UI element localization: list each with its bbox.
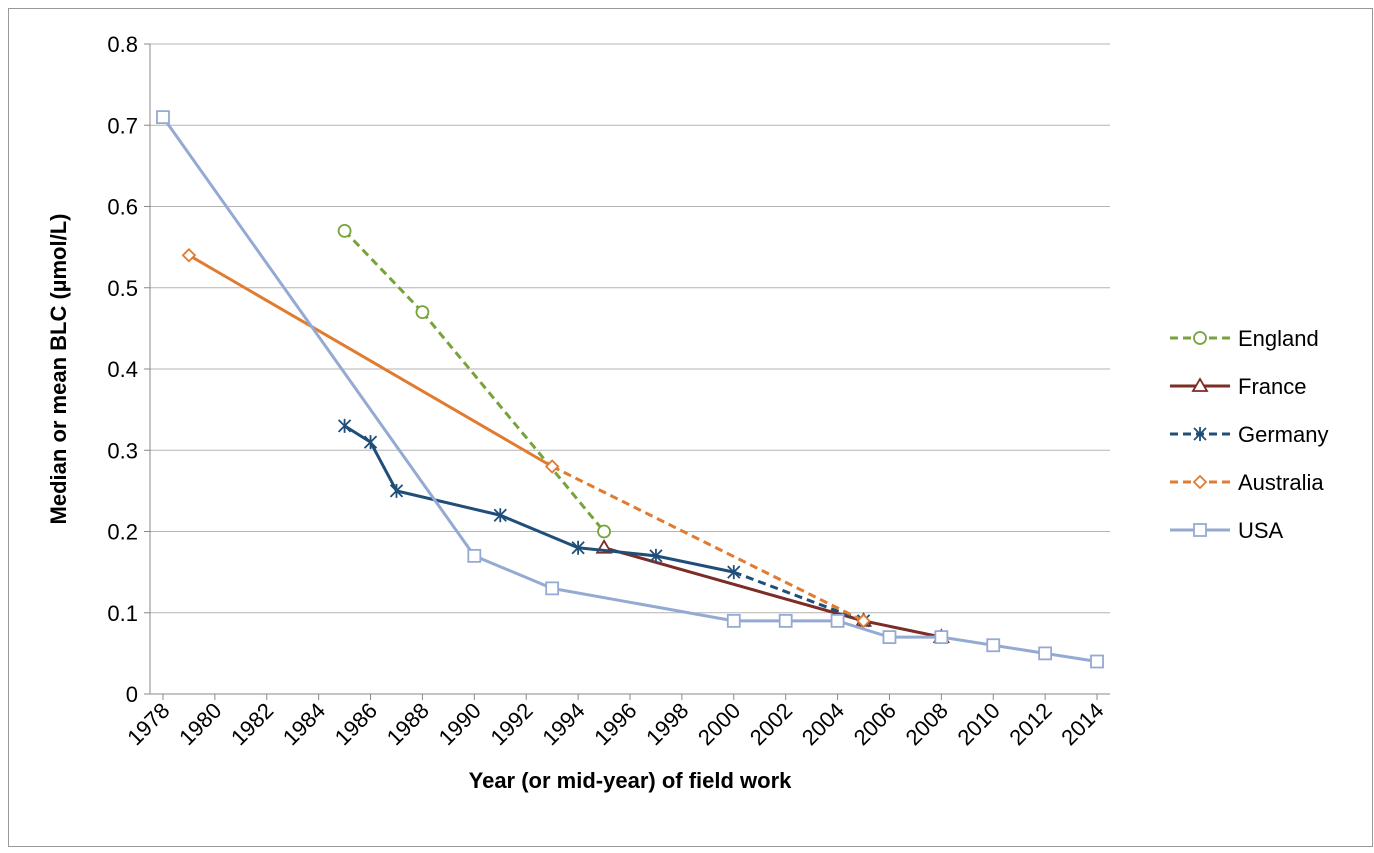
marker bbox=[571, 540, 585, 555]
legend-label: Australia bbox=[1238, 470, 1324, 495]
y-tick-label: 0.1 bbox=[107, 601, 138, 626]
y-tick-label: 0.4 bbox=[107, 357, 138, 382]
y-tick-label: 0 bbox=[126, 682, 138, 707]
marker bbox=[1038, 646, 1053, 661]
line-segment bbox=[499, 513, 579, 550]
chart-border bbox=[8, 8, 1373, 847]
line-segment bbox=[551, 465, 865, 623]
line-segment bbox=[837, 619, 890, 639]
marker bbox=[544, 459, 560, 474]
y-tick-label: 0.5 bbox=[107, 276, 138, 301]
marker bbox=[181, 247, 197, 263]
line-segment bbox=[343, 424, 372, 444]
line-segment bbox=[343, 229, 424, 314]
line-segment bbox=[993, 643, 1046, 655]
legend-label: Germany bbox=[1238, 422, 1328, 447]
marker bbox=[1193, 331, 1207, 345]
line-segment bbox=[369, 441, 398, 492]
line-segment bbox=[577, 546, 657, 558]
marker bbox=[493, 508, 507, 523]
marker bbox=[882, 630, 897, 645]
marker bbox=[726, 613, 741, 628]
marker bbox=[778, 613, 793, 628]
legend-label: France bbox=[1238, 374, 1306, 399]
marker bbox=[934, 630, 949, 645]
marker bbox=[856, 613, 871, 629]
marker bbox=[545, 581, 560, 596]
line-segment bbox=[473, 554, 553, 590]
marker bbox=[830, 613, 845, 628]
marker bbox=[1193, 427, 1207, 441]
line-segment bbox=[396, 489, 501, 517]
y-tick-label: 0.8 bbox=[107, 32, 138, 57]
line-segment bbox=[863, 619, 942, 639]
y-tick-label: 0.3 bbox=[107, 438, 138, 463]
marker bbox=[415, 305, 430, 320]
marker bbox=[1193, 523, 1207, 537]
line-segment bbox=[941, 635, 994, 647]
y-tick-label: 0.7 bbox=[107, 113, 138, 138]
y-tick-label: 0.6 bbox=[107, 195, 138, 220]
marker bbox=[727, 565, 741, 580]
legend-label: USA bbox=[1238, 518, 1284, 543]
marker bbox=[363, 435, 378, 450]
line-segment bbox=[603, 546, 864, 623]
marker bbox=[597, 524, 611, 539]
marker bbox=[389, 483, 404, 498]
marker bbox=[337, 418, 352, 433]
x-axis-title: Year (or mid-year) of field work bbox=[469, 768, 793, 793]
marker bbox=[1192, 474, 1208, 490]
line-segment bbox=[421, 311, 606, 533]
marker bbox=[156, 110, 170, 125]
marker bbox=[649, 548, 663, 563]
line-segment bbox=[161, 116, 476, 557]
y-axis-title: Median or mean BLC (µmol/L) bbox=[46, 214, 71, 525]
marker bbox=[1191, 377, 1209, 392]
line-segment bbox=[1044, 651, 1098, 663]
y-tick-label: 0.2 bbox=[107, 520, 138, 545]
marker bbox=[337, 223, 352, 238]
marker bbox=[467, 548, 482, 563]
marker bbox=[1090, 654, 1104, 669]
line-segment bbox=[551, 586, 735, 623]
line-segment bbox=[655, 554, 735, 574]
line-segment bbox=[188, 253, 553, 468]
line-segment bbox=[733, 570, 865, 623]
legend-label: England bbox=[1238, 326, 1319, 351]
marker bbox=[986, 638, 1001, 653]
